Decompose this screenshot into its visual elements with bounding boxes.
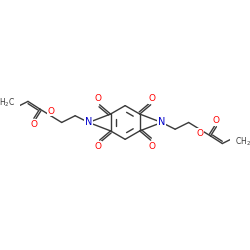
Text: O: O [30, 120, 37, 129]
Text: O: O [94, 142, 102, 150]
Text: O: O [196, 129, 203, 138]
Text: O: O [149, 142, 156, 150]
Text: CH$_2$: CH$_2$ [235, 136, 250, 148]
Text: O: O [94, 94, 102, 104]
Text: N: N [85, 118, 92, 128]
Text: O: O [149, 94, 156, 104]
Text: H$_2$C: H$_2$C [0, 97, 15, 109]
Text: O: O [47, 107, 54, 116]
Text: O: O [213, 116, 220, 125]
Text: N: N [158, 118, 165, 128]
